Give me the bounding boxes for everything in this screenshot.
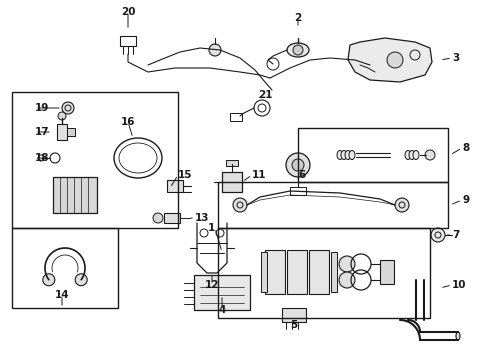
Text: 11: 11 [252, 170, 267, 180]
Bar [194, 275, 250, 310]
Bar [218, 228, 430, 318]
Bar [261, 252, 267, 292]
Ellipse shape [456, 332, 460, 340]
Ellipse shape [349, 150, 355, 159]
Text: 9: 9 [462, 195, 469, 205]
Text: 7: 7 [452, 230, 460, 240]
Circle shape [75, 274, 87, 286]
Circle shape [153, 213, 163, 223]
Bar [309, 250, 329, 294]
Text: 4: 4 [219, 305, 226, 315]
Circle shape [43, 274, 55, 286]
Text: 15: 15 [178, 170, 193, 180]
Circle shape [425, 150, 435, 160]
Bar [226, 160, 238, 166]
Ellipse shape [409, 150, 415, 159]
Circle shape [387, 52, 403, 68]
Ellipse shape [341, 150, 347, 159]
Text: 6: 6 [298, 170, 306, 180]
Text: 3: 3 [452, 53, 459, 63]
Circle shape [339, 272, 355, 288]
Ellipse shape [345, 150, 351, 159]
Bar [12, 92, 178, 228]
Text: 19: 19 [35, 103, 49, 113]
Bar [67, 128, 75, 136]
Text: 14: 14 [55, 290, 69, 300]
Text: 13: 13 [195, 213, 210, 223]
Circle shape [292, 159, 304, 171]
Text: 21: 21 [258, 90, 272, 100]
Circle shape [286, 153, 310, 177]
Bar [218, 182, 448, 228]
Polygon shape [348, 38, 432, 82]
Circle shape [58, 112, 66, 120]
Ellipse shape [337, 150, 343, 159]
Ellipse shape [413, 150, 419, 159]
Bar [331, 252, 337, 292]
Circle shape [233, 198, 247, 212]
Text: 18: 18 [35, 153, 49, 163]
Circle shape [293, 45, 303, 55]
Circle shape [339, 256, 355, 272]
Text: 5: 5 [291, 320, 297, 330]
Text: 1: 1 [208, 223, 215, 233]
Bar [282, 308, 306, 322]
Bar [265, 250, 285, 294]
Text: 20: 20 [121, 7, 135, 17]
Text: 12: 12 [205, 280, 219, 290]
Bar [167, 180, 183, 192]
Bar [290, 187, 306, 195]
Bar [12, 228, 118, 308]
Bar [380, 260, 394, 284]
Circle shape [395, 198, 409, 212]
Bar [230, 113, 242, 121]
Bar [298, 128, 448, 182]
Bar [222, 172, 242, 192]
Bar [120, 36, 136, 46]
Bar [287, 250, 307, 294]
Circle shape [62, 102, 74, 114]
Ellipse shape [405, 150, 411, 159]
Text: 16: 16 [121, 117, 135, 127]
Circle shape [209, 44, 221, 56]
Text: 8: 8 [462, 143, 469, 153]
Ellipse shape [287, 43, 309, 57]
Text: 17: 17 [35, 127, 49, 137]
Text: 2: 2 [294, 13, 302, 23]
Text: 10: 10 [452, 280, 466, 290]
Bar [57, 124, 67, 140]
Bar [164, 213, 180, 223]
Bar [53, 177, 97, 213]
Circle shape [431, 228, 445, 242]
